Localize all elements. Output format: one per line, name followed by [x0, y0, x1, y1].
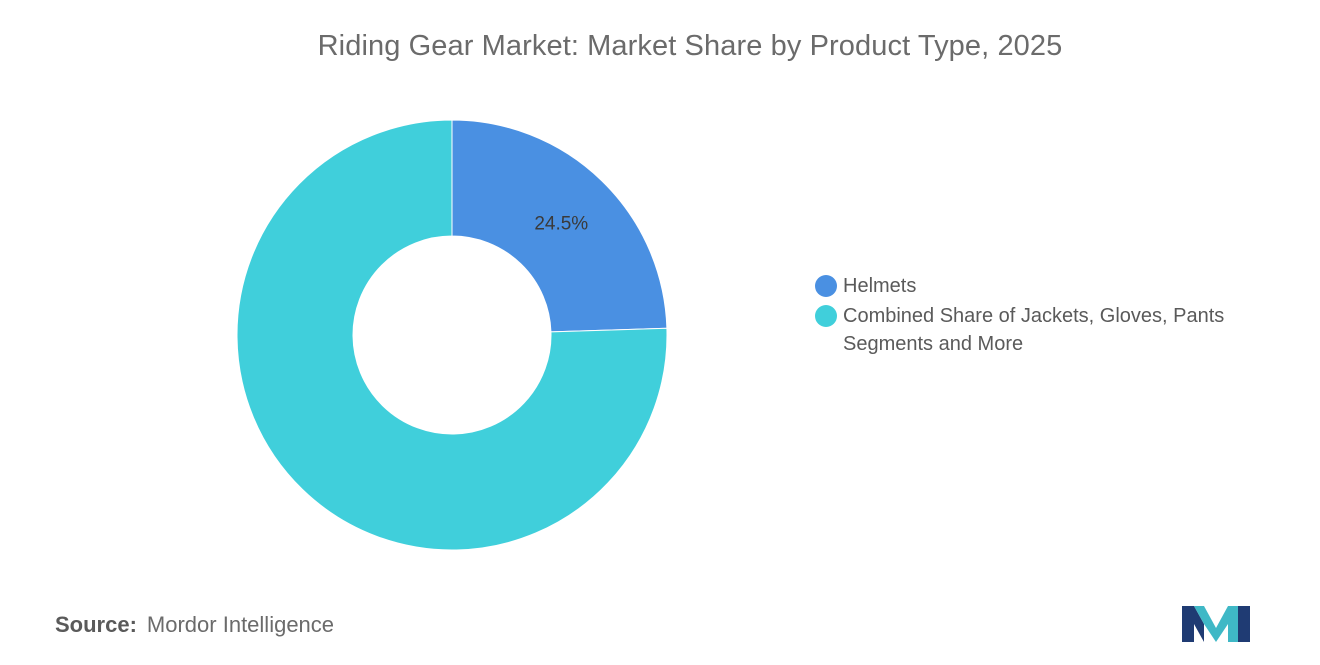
logo-mid-shape [1194, 606, 1216, 642]
source-label: Source: [55, 612, 137, 637]
logo-right-bar [1238, 606, 1250, 642]
legend-swatch-helmets [815, 275, 837, 297]
logo-left-shape [1182, 606, 1204, 642]
data-label-0: 24.5% [534, 213, 588, 234]
legend-item-combined-share: Combined Share of Jackets, Gloves, Pants… [815, 302, 1285, 358]
mordor-intelligence-logo-icon [1182, 606, 1250, 642]
source-footer: Source: Mordor Intelligence [55, 612, 334, 638]
logo-right-shape [1216, 606, 1238, 642]
legend-item-helmets: Helmets [815, 272, 1285, 300]
legend-label-helmets: Helmets [843, 275, 917, 297]
donut-slice-1 [236, 119, 668, 551]
donut-slice-0 [451, 119, 668, 333]
source-value: Mordor Intelligence [146, 612, 335, 637]
donut-slices [236, 119, 668, 551]
chart-legend: Helmets Combined Share of Jackets, Glove… [815, 272, 1285, 360]
donut-data-labels: 24.5% [534, 213, 588, 234]
legend-swatch-combined-share [815, 305, 837, 327]
chart-title: Riding Gear Market: Market Share by Prod… [317, 30, 1063, 62]
legend-label-combined-share: Combined Share of Jackets, Gloves, Pants… [843, 305, 1225, 355]
